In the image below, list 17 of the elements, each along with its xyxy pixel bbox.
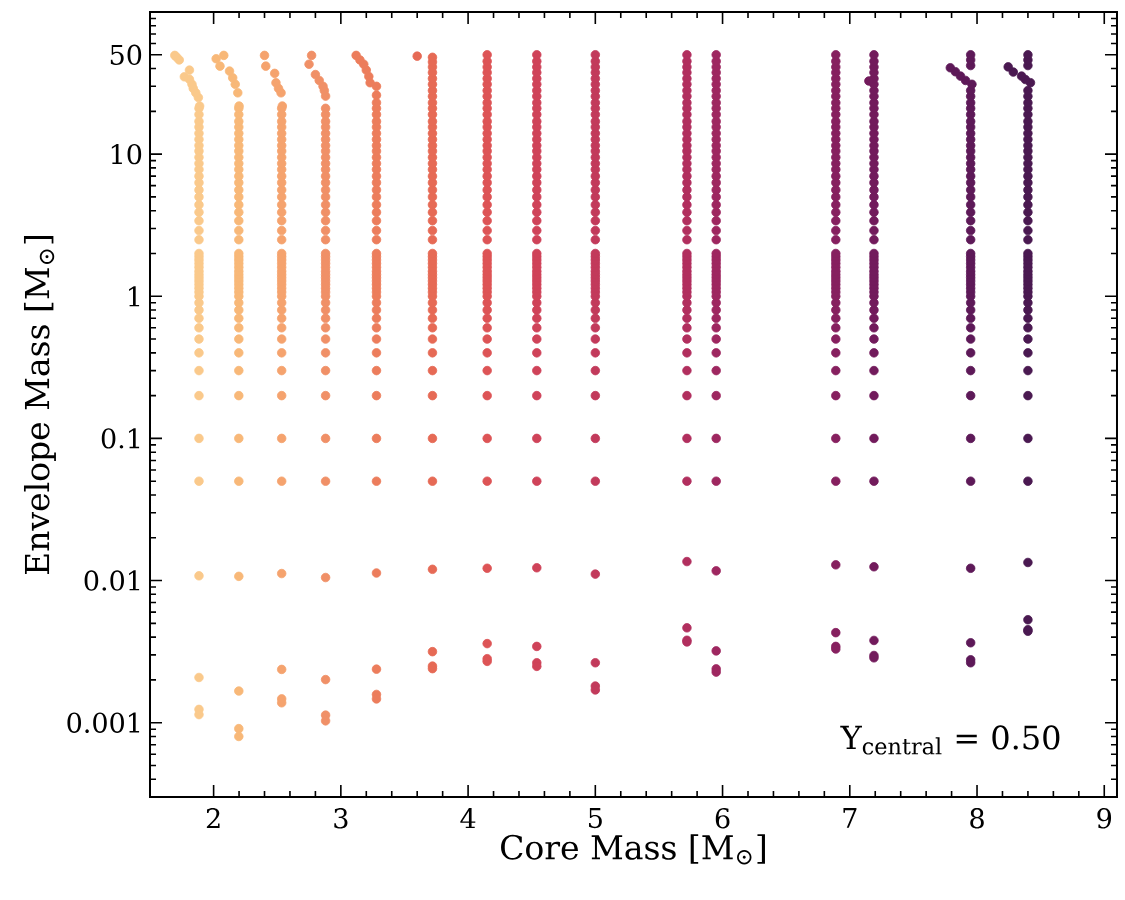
x-tick-label: 6 xyxy=(715,808,730,829)
x-tick-label: 4 xyxy=(460,808,476,829)
x-tick-label: 5 xyxy=(589,808,602,829)
y-tick-label: 1 xyxy=(129,286,140,307)
annotation: Y$_{central}$ = 0.50 xyxy=(840,725,1060,755)
x-tick-label: 7 xyxy=(843,808,857,828)
y-tick-label: 0.01 xyxy=(84,570,140,591)
x-tick-label: 2 xyxy=(206,808,220,829)
x-tick-label: 3 xyxy=(334,808,348,829)
y-tick-label: 0.1 xyxy=(101,428,140,449)
x-tick-label: 8 xyxy=(970,808,984,829)
x-tick-label: 9 xyxy=(1097,808,1112,829)
y-axis-title: Envelope Mass [M$_{⊙}$] xyxy=(23,235,56,575)
y-tick-label: 50 xyxy=(110,44,142,65)
y-tick-label: 10 xyxy=(111,143,142,165)
y-tick-label: 0.001 xyxy=(67,712,140,733)
x-axis-title: Core Mass [M$_{⊙}$] xyxy=(501,834,765,865)
